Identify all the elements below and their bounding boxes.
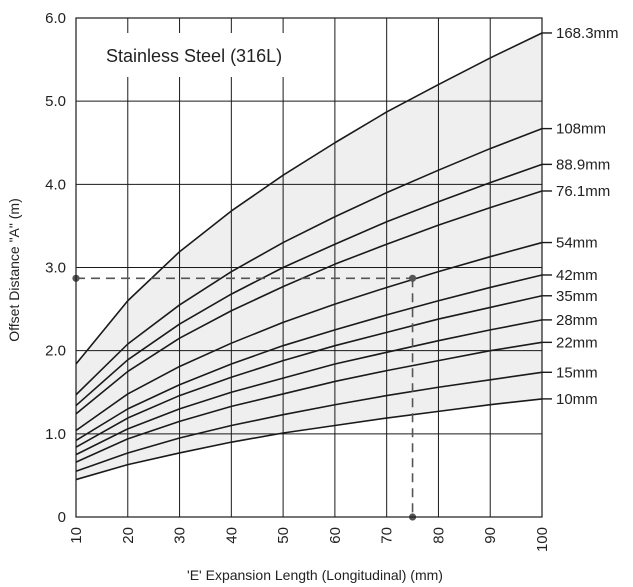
series-label: 108mm bbox=[556, 121, 606, 138]
x-tick-label: 70 bbox=[379, 527, 396, 544]
y-tick-label: 1.0 bbox=[45, 426, 66, 443]
chart-title: Stainless Steel (316L) bbox=[106, 46, 282, 66]
y-tick-label: 6.0 bbox=[45, 10, 66, 27]
guide-point bbox=[408, 274, 417, 282]
series-label: 54mm bbox=[556, 235, 598, 252]
x-axis-label: 'E' Expansion Length (Longitudinal) (mm) bbox=[187, 567, 443, 583]
x-tick-label: 30 bbox=[172, 527, 189, 544]
x-tick-label: 60 bbox=[327, 527, 344, 544]
series-line bbox=[75, 190, 543, 415]
series-label: 168.3mm bbox=[556, 25, 619, 42]
series-line bbox=[75, 32, 543, 365]
plot-frame bbox=[75, 17, 543, 518]
series-line bbox=[75, 294, 543, 448]
series-line bbox=[75, 163, 543, 407]
plot-border bbox=[75, 17, 543, 518]
series-line bbox=[75, 241, 543, 432]
x-tick-label: 20 bbox=[120, 527, 137, 544]
y-tick-label: 4.0 bbox=[45, 176, 66, 193]
series-labels: 10mm 15mm 22mm 28mm 35mm 42mm 54mm 76.1mm 88.9mm… bbox=[542, 25, 619, 408]
title-background bbox=[93, 33, 299, 77]
series-line bbox=[75, 341, 543, 463]
x-tick-label: 50 bbox=[275, 527, 292, 544]
series-label: 28mm bbox=[556, 312, 598, 329]
series-line bbox=[75, 371, 543, 473]
series-line bbox=[75, 398, 543, 481]
y-axis-label: Offset Distance "A" (m) bbox=[6, 198, 22, 342]
series-label: 10mm bbox=[556, 391, 598, 408]
series-label: 35mm bbox=[556, 288, 598, 305]
x-tick-label: 10 bbox=[68, 527, 85, 544]
series-label: 15mm bbox=[556, 364, 598, 381]
series-label: 88.9mm bbox=[556, 156, 610, 173]
series-label: 42mm bbox=[556, 267, 598, 284]
x-tick-label: 100 bbox=[534, 527, 551, 552]
x-tick-labels: 10 20 30 40 50 60 70 80 90 100 bbox=[68, 527, 551, 552]
y-tick-label: 5.0 bbox=[45, 93, 66, 110]
series-lines bbox=[75, 32, 543, 481]
y-tick-label: 3.0 bbox=[45, 260, 66, 277]
y-tick-label: 2.0 bbox=[45, 343, 66, 360]
x-tick-label: 90 bbox=[482, 527, 499, 544]
series-line bbox=[75, 319, 543, 456]
x-tick-label: 80 bbox=[430, 527, 447, 544]
y-tick-label: 0 bbox=[58, 509, 66, 526]
series-label: 76.1mm bbox=[556, 183, 610, 200]
x-tick-label: 40 bbox=[223, 527, 240, 544]
series-line bbox=[75, 274, 543, 442]
series-line bbox=[75, 127, 543, 396]
series-label: 22mm bbox=[556, 334, 598, 351]
y-tick-labels: 0 1.0 2.0 3.0 4.0 5.0 6.0 bbox=[45, 10, 66, 526]
